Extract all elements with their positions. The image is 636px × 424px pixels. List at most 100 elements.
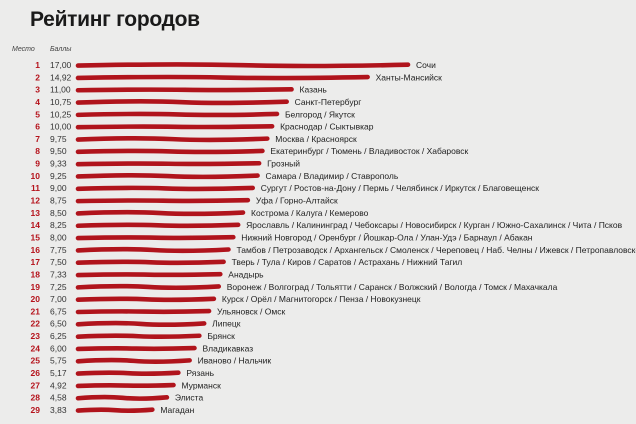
rank-label: 12 [31,196,41,206]
rank-label: 17 [31,257,41,267]
bar [75,172,260,180]
bar [75,148,265,155]
city-label: Липецк [212,319,241,329]
city-label: Иваново / Нальчик [198,356,272,366]
rank-label: 3 [35,85,40,95]
city-label: Ульяновск / Омск [217,306,285,316]
rank-label: 7 [35,134,40,144]
score-label: 8,75 [50,196,67,206]
rank-label: 22 [31,319,41,329]
score-label: 9,75 [50,134,67,144]
score-label: 5,75 [50,356,67,366]
bar [75,74,370,81]
score-label: 7,00 [50,294,67,304]
rank-label: 26 [31,368,41,378]
rank-label: 11 [31,183,40,193]
bar [75,62,411,69]
rank-label: 23 [31,331,41,341]
bar [75,197,251,204]
score-label: 10,00 [50,122,72,132]
city-label: Магадан [160,405,194,415]
score-label: 10,25 [50,109,72,119]
rank-label: 21 [31,306,41,316]
city-label: Элиста [175,393,204,403]
rank-label: 10 [31,171,41,181]
rank-label: 25 [31,356,41,366]
city-label: Санкт-Петербург [295,97,362,107]
score-label: 3,83 [50,405,67,415]
rank-label: 16 [31,245,41,255]
city-label: Воронеж / Волгоград / Тольятти / Саранск… [227,282,558,292]
bar [75,185,256,192]
score-label: 10,75 [50,97,72,107]
bar [75,222,241,229]
city-label: Тамбов / Петрозаводск / Архангельск / См… [236,245,636,255]
bar [75,345,197,352]
bar [75,308,212,315]
score-label: 11,00 [50,85,71,95]
score-label: 7,33 [50,269,67,279]
rank-label: 29 [31,405,41,415]
city-label: Казань [300,85,328,95]
bar [75,333,202,340]
city-label: Курск / Орёл / Магнитогорск / Пенза / Но… [222,294,421,304]
city-label: Белгород / Якутск [285,109,355,119]
city-label: Екатеринбург / Тюмень / Владивосток / Ха… [270,146,468,156]
city-label: Нижний Новгород / Оренбург / Йошкар-Ола … [241,231,533,242]
rank-label: 20 [31,294,41,304]
city-label: Сургут / Ростов-на-Дону / Пермь / Челяби… [261,183,540,193]
bar [75,87,294,93]
rank-label: 1 [35,60,40,70]
score-label: 7,75 [50,245,67,255]
rank-label: 5 [35,109,40,119]
rank-column-header: Место [12,46,35,53]
rank-label: 9 [35,159,40,169]
score-label: 6,00 [50,343,67,353]
rank-label: 18 [31,269,41,279]
score-label: 14,92 [50,72,72,82]
bar [75,382,176,389]
city-label: Рязань [186,368,214,378]
score-label: 8,00 [50,232,67,242]
bar [75,370,181,376]
rank-label: 6 [35,122,40,132]
bar [75,99,289,106]
city-label: Грозный [267,159,300,169]
score-label: 8,25 [50,220,67,230]
city-label: Владикавказ [202,343,253,353]
rank-label: 27 [31,380,41,390]
city-label: Самара / Владимир / Ставрополь [266,171,399,181]
bar [75,271,223,278]
rank-label: 4 [35,97,40,107]
score-label: 7,50 [50,257,67,267]
rank-label: 19 [31,282,41,292]
score-label: 17,00 [50,60,72,70]
bar [75,136,270,143]
bar [75,209,246,217]
bar [75,407,155,413]
city-label: Ярославль / Калининград / Чебоксары / Но… [246,220,622,230]
bar [75,320,207,327]
bar [75,111,280,118]
bar [75,124,275,130]
rank-label: 13 [31,208,41,218]
rank-label: 15 [31,232,41,242]
score-label: 6,25 [50,331,67,341]
city-label: Мурманск [182,380,222,390]
bar [75,246,231,254]
bar [75,160,262,167]
rank-label: 2 [35,72,40,82]
chart-title: Рейтинг городов [30,8,200,31]
city-label: Сочи [416,60,436,70]
city-label: Краснодар / Сыктывкар [280,122,374,132]
score-label: 9,33 [50,159,67,169]
bar [75,259,226,266]
city-label: Москва / Красноярск [275,134,357,144]
rank-label: 24 [31,343,41,353]
score-label: 4,92 [50,380,67,390]
city-label: Анадырь [228,269,264,279]
city-label: Тверь / Тула / Киров / Саратов / Астраха… [232,257,463,267]
rank-label: 28 [31,393,41,403]
bar [75,296,217,303]
city-label: Ханты-Мансийск [376,72,443,82]
